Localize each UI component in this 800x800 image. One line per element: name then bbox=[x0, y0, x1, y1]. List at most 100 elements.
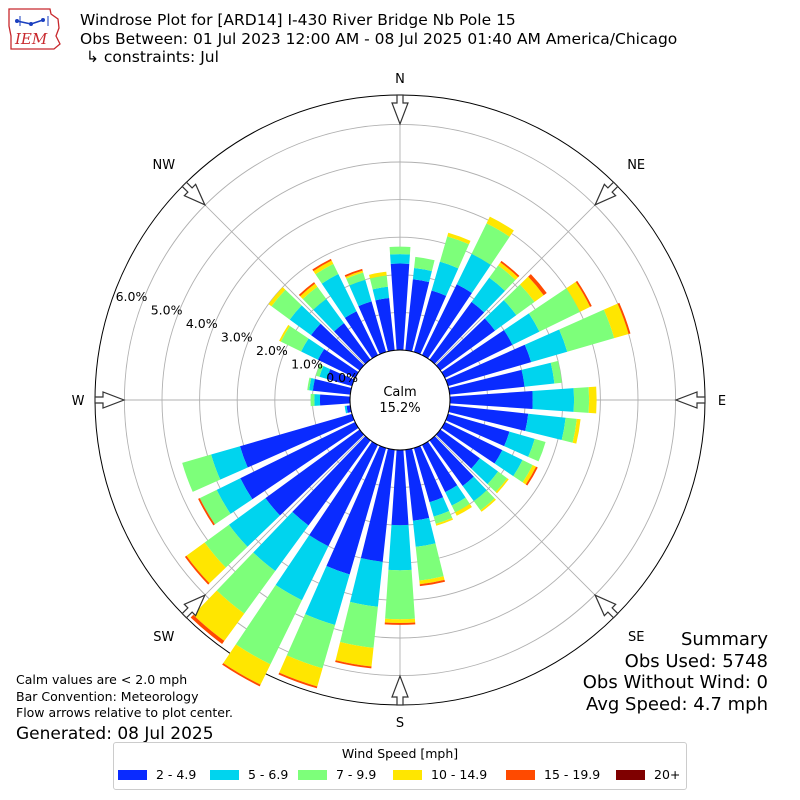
windrose-bar-segment bbox=[421, 441, 458, 493]
windrose-bar-segment bbox=[317, 349, 359, 379]
note-calm: Calm values are < 2.0 mph bbox=[16, 672, 188, 687]
windrose-bar-segment bbox=[455, 503, 472, 516]
windrose-bar-segment bbox=[301, 338, 325, 360]
summary-title: Summary bbox=[681, 629, 768, 650]
windrose-bars bbox=[182, 216, 631, 689]
windrose-bar-segment bbox=[310, 323, 364, 371]
radial-tick-label: 0.0% bbox=[326, 370, 358, 385]
windrose-bar-segment bbox=[350, 558, 383, 607]
windrose-bar-segment bbox=[448, 369, 525, 395]
windrose-bar-segment bbox=[500, 260, 520, 278]
radial-tick-label: 6.0% bbox=[116, 289, 148, 304]
legend-swatch bbox=[210, 769, 239, 780]
windrose-bar-segment bbox=[412, 517, 436, 547]
flow-arrow-icon bbox=[391, 94, 409, 126]
windrose-bar-segment bbox=[513, 460, 533, 483]
windrose-bar-segment bbox=[521, 362, 555, 387]
legend-label: 20+ bbox=[654, 767, 681, 782]
flow-arrow-icon bbox=[94, 391, 126, 409]
windrose-bar-segment bbox=[433, 511, 453, 524]
flow-arrow-icon bbox=[593, 181, 619, 207]
windrose-bar-segment bbox=[239, 413, 355, 468]
direction-label: S bbox=[396, 716, 404, 731]
windrose-bar-segment bbox=[389, 246, 411, 255]
grid-spoke bbox=[435, 184, 616, 365]
windrose-bar-segment bbox=[298, 282, 316, 297]
windrose-bar-segment bbox=[528, 288, 580, 332]
direction-label: NW bbox=[153, 158, 176, 173]
windrose-bar-segment bbox=[334, 323, 371, 364]
windrose-bar-segment bbox=[315, 263, 339, 284]
windrose-bar-segment bbox=[484, 300, 517, 331]
logo-text: IEM bbox=[15, 30, 48, 48]
direction-label: N bbox=[395, 72, 405, 87]
windrose-bar-segment bbox=[473, 490, 495, 511]
radial-tick-label: 3.0% bbox=[221, 329, 253, 344]
title-line-2: Obs Between: 01 Jul 2023 12:00 AM - 08 J… bbox=[80, 29, 678, 48]
windrose-bar-segment bbox=[360, 448, 395, 562]
windrose-bar-segment bbox=[309, 378, 315, 391]
windrose-bar-segment bbox=[300, 283, 318, 299]
windrose-bar-segment bbox=[436, 318, 496, 371]
windrose-bar-segment bbox=[471, 277, 506, 313]
windrose-bar-segment bbox=[193, 590, 245, 641]
windrose-bar-segment bbox=[391, 449, 409, 526]
windrose-bar-segment bbox=[199, 489, 231, 525]
legend: Wind Speed [mph] 2 - 4.9 5 - 6.9 7 - 9.9 10… bbox=[113, 742, 687, 790]
generated-date: Generated: 08 Jul 2025 bbox=[16, 723, 214, 744]
windrose-bar-segment bbox=[349, 279, 372, 307]
windrose-bar-segment bbox=[286, 614, 336, 669]
windrose-bar-segment bbox=[384, 622, 416, 625]
windrose-bar-segment bbox=[429, 497, 450, 517]
legend-label: 7 - 9.9 bbox=[336, 767, 377, 782]
legend-item: 2 - 4.9 bbox=[118, 767, 196, 782]
windrose-bar-segment bbox=[413, 290, 447, 355]
flow-arrow-icon bbox=[391, 674, 409, 706]
windrose-bar-segment bbox=[550, 360, 562, 384]
radial-tick-label: 2.0% bbox=[256, 343, 288, 358]
windrose-bar-segment bbox=[498, 262, 519, 280]
windrose-bar-segment bbox=[289, 305, 321, 336]
windrose-bar-segment bbox=[375, 297, 395, 352]
windrose-bar-segment bbox=[388, 524, 412, 571]
windrose-bar-segment bbox=[275, 535, 329, 601]
legend-title: Wind Speed [mph] bbox=[341, 746, 459, 761]
direction-label: SE bbox=[628, 630, 644, 645]
windrose-bar-segment bbox=[186, 542, 226, 584]
windrose-bar-segment bbox=[603, 303, 629, 339]
windrose-bar-segment bbox=[419, 576, 445, 585]
windrose-bar-segment bbox=[268, 287, 286, 307]
radial-tick-label: 5.0% bbox=[151, 302, 183, 317]
windrose-bar-segment bbox=[240, 421, 359, 500]
windrose-bar-segment bbox=[421, 284, 472, 359]
chart-overlay: 0.0%1.0%2.0%3.0%4.0%5.0%6.0% N NE E SE S SW W NW bbox=[72, 72, 727, 731]
flow-arrow-icon bbox=[181, 181, 207, 207]
windrose-bar-segment bbox=[309, 441, 379, 547]
windrose-bar-segment bbox=[462, 476, 487, 502]
windrose-bar-segment bbox=[211, 446, 248, 480]
grid-spoke bbox=[184, 184, 365, 365]
calm-label: Calm bbox=[383, 385, 416, 400]
flow-arrow-icon bbox=[674, 391, 706, 409]
windrose-bar-segment bbox=[279, 655, 323, 687]
windrose-bar-segment bbox=[439, 236, 470, 269]
title-line-1: Windrose Plot for [ARD14] I-430 River Br… bbox=[80, 11, 516, 29]
windrose-bar-segment bbox=[204, 524, 248, 568]
chart-title: Windrose Plot for [ARD14] I-430 River Br… bbox=[80, 11, 677, 67]
windrose-bar-segment bbox=[412, 268, 432, 283]
windrose-bar-segment bbox=[525, 466, 538, 486]
legend-label: 5 - 6.9 bbox=[248, 767, 289, 782]
windrose-bar-segment bbox=[372, 286, 390, 301]
windrose-bar-segment bbox=[310, 393, 315, 407]
windrose-bar-segment bbox=[486, 216, 514, 237]
windrose-bar-segment bbox=[471, 458, 499, 485]
legend-item: 15 - 19.9 bbox=[506, 767, 600, 782]
windrose-bar-segment bbox=[344, 268, 363, 277]
windrose-bar-segment bbox=[445, 485, 466, 506]
windrose-bar-segment bbox=[448, 405, 529, 431]
windrose-bar-segment bbox=[319, 394, 351, 406]
windrose-bar-segment bbox=[222, 663, 261, 687]
windrose-bar-segment bbox=[182, 454, 221, 492]
windrose-bar-segment bbox=[321, 274, 357, 318]
windrose-bar-segment bbox=[451, 497, 470, 513]
